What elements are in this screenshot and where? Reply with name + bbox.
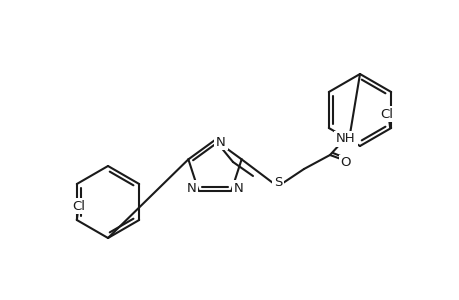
Text: O: O — [340, 157, 351, 169]
Text: N: N — [186, 182, 196, 195]
Text: Cl: Cl — [380, 107, 393, 121]
Text: N: N — [216, 136, 225, 148]
Text: S: S — [273, 176, 281, 190]
Text: NH: NH — [336, 133, 355, 146]
Text: N: N — [233, 182, 243, 195]
Text: Cl: Cl — [72, 200, 85, 212]
